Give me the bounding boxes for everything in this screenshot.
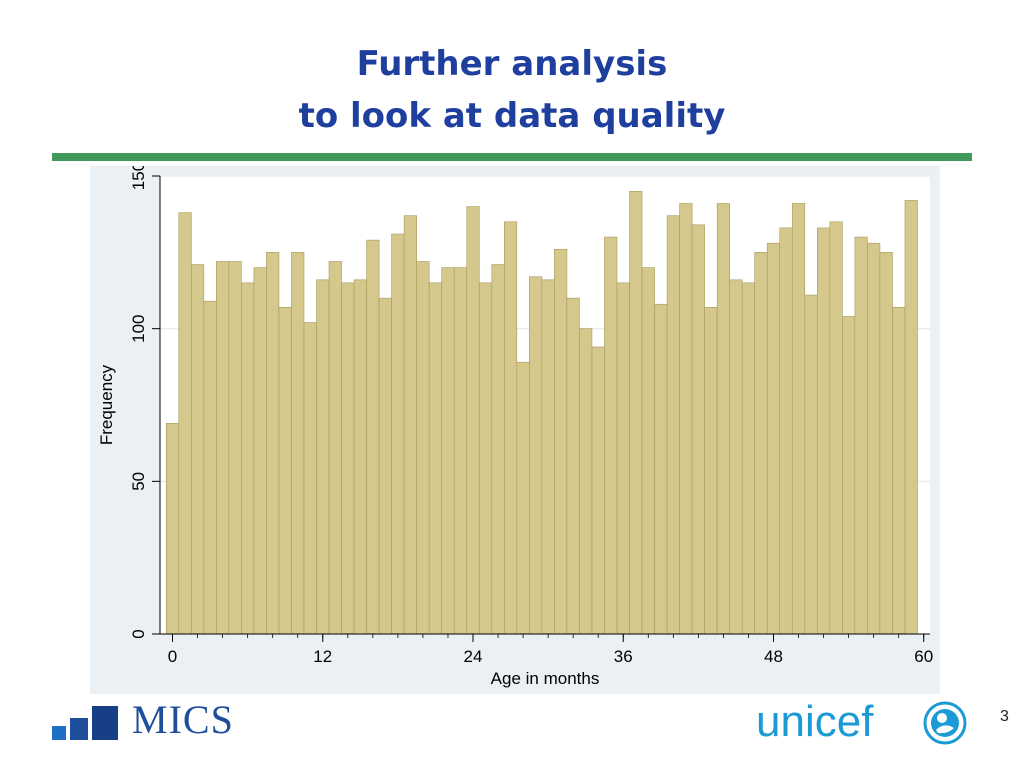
histogram-bar (741, 282, 756, 635)
histogram-bar (892, 306, 906, 635)
title-divider (52, 153, 972, 161)
histogram-bar (541, 279, 555, 635)
histogram-bar (403, 215, 417, 635)
histogram-bar (704, 306, 718, 635)
histogram-bar (353, 279, 367, 635)
histogram-bar (854, 236, 868, 635)
histogram-bar (291, 252, 305, 635)
histogram-bar (391, 233, 405, 635)
histogram-bar (716, 203, 730, 635)
histogram-bar (641, 267, 655, 635)
histogram-bar (165, 423, 180, 635)
histogram-bar (453, 267, 468, 635)
histogram-bar (504, 221, 518, 635)
y-tick-label: 0 (129, 629, 148, 638)
title-line-1: Further analysis (356, 44, 668, 84)
unicef-emblem-icon (923, 701, 967, 745)
histogram-bar (842, 316, 856, 635)
unicef-logo: unicef (756, 698, 986, 748)
histogram-bar (478, 282, 493, 635)
histogram-bar (228, 261, 242, 635)
histogram-bar (428, 282, 443, 635)
unicef-logo-text: unicef (756, 697, 874, 746)
histogram-bar (829, 221, 843, 635)
histogram-chart: 0 50 100 150 0 12 24 36 48 60 Age in months Frequen… (90, 162, 940, 694)
histogram-bar (516, 361, 530, 635)
histogram-bar (216, 261, 230, 635)
mics-logo-icon (52, 706, 118, 740)
histogram-bar (804, 294, 818, 635)
histogram-bar (791, 203, 806, 635)
histogram-bar (591, 346, 605, 635)
histogram-bar (491, 264, 505, 635)
histogram-bar (729, 279, 743, 635)
x-tick-label: 0 (168, 647, 177, 666)
histogram-bar (191, 264, 205, 635)
histogram-bar (416, 261, 430, 635)
histogram-bar (691, 224, 705, 635)
histogram-bar (253, 267, 267, 635)
histogram-bar (616, 282, 630, 635)
x-tick-label: 48 (764, 647, 783, 666)
histogram-bar (554, 248, 568, 635)
histogram-bar (341, 282, 355, 635)
y-tick-label: 100 (129, 314, 148, 342)
histogram-bar (654, 303, 668, 635)
histogram-bar (904, 200, 918, 635)
histogram-bar (766, 242, 781, 635)
histogram-bar (867, 242, 881, 635)
histogram-bar (679, 203, 693, 635)
histogram-bar (666, 215, 680, 635)
slide-title: Further analysis to look at data quality (0, 38, 1024, 142)
x-tick-label: 12 (313, 647, 332, 666)
histogram-bar (754, 252, 768, 635)
x-tick-label: 60 (914, 647, 933, 666)
chart-svg: 0 50 100 150 0 12 24 36 48 60 Age in months Frequen… (90, 162, 940, 694)
histogram-bar (879, 252, 893, 635)
title-line-2: to look at data quality (298, 96, 726, 136)
page-number: 3 (1000, 708, 1009, 725)
histogram-bar (241, 282, 255, 635)
histogram-bar (178, 212, 192, 635)
histogram-bar (779, 227, 793, 635)
histogram-bar (303, 322, 317, 635)
histogram-bar (629, 190, 643, 635)
histogram-bar (817, 227, 831, 635)
histogram-bar (316, 279, 330, 635)
x-axis-title: Age in months (491, 669, 600, 688)
histogram-bar (278, 306, 292, 635)
histogram-bar (466, 206, 480, 635)
histogram-bar (579, 328, 593, 635)
y-tick-label: 50 (129, 472, 148, 491)
x-tick-label: 36 (614, 647, 633, 666)
histogram-bar (378, 297, 392, 635)
histogram-bar (266, 252, 280, 635)
histogram-bar (328, 261, 342, 635)
histogram-bar (366, 239, 380, 635)
histogram-bar (566, 297, 580, 635)
mics-logo-text: MICS (132, 697, 234, 742)
histogram-bar (441, 267, 455, 635)
histogram-bar (203, 300, 217, 635)
y-axis-title: Frequency (97, 364, 116, 445)
mics-logo: MICS (52, 700, 262, 744)
x-tick-label: 24 (464, 647, 483, 666)
histogram-bar (604, 236, 618, 635)
histogram-bar (529, 276, 543, 635)
y-tick-label: 150 (129, 166, 148, 190)
